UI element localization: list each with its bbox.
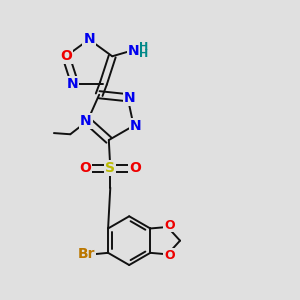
Text: O: O: [80, 161, 91, 175]
Text: O: O: [164, 249, 175, 262]
Text: S: S: [105, 161, 115, 175]
Text: Br: Br: [77, 247, 95, 261]
Text: N: N: [67, 76, 78, 91]
Text: N: N: [130, 119, 142, 133]
Text: N: N: [128, 44, 140, 58]
Text: O: O: [164, 219, 175, 232]
Text: H: H: [139, 50, 148, 59]
Text: N: N: [83, 32, 95, 46]
Text: O: O: [60, 49, 72, 63]
Text: O: O: [129, 161, 141, 175]
Text: N: N: [80, 114, 92, 128]
Text: N: N: [123, 91, 135, 105]
Text: H: H: [139, 42, 148, 52]
